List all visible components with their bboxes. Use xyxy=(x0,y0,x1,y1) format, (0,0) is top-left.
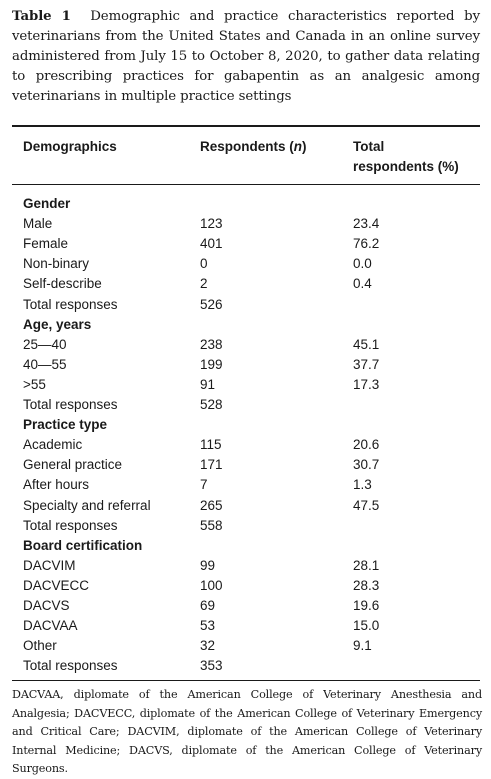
header-respondents-var: n xyxy=(293,139,303,154)
row-label: Other xyxy=(23,638,57,654)
percent-cell: 76.2 xyxy=(353,236,380,252)
header-respondents-suffix: ) xyxy=(302,139,307,154)
section-header-row: Gender xyxy=(0,194,491,214)
table-row: Total responses 558 xyxy=(0,516,491,536)
percent-cell: 15.0 xyxy=(353,618,380,634)
table-row: Self-describe 2 0.4 xyxy=(0,274,491,294)
respondents-cell: 526 xyxy=(200,296,223,312)
row-label: 25—40 xyxy=(23,336,67,352)
row-label: DACVS xyxy=(23,598,70,613)
respondents-cell: 32 xyxy=(200,638,216,654)
respondents-cell: 123 xyxy=(200,216,223,232)
row-label: After hours xyxy=(23,477,90,493)
respondents-cell: 353 xyxy=(200,658,223,674)
respondents-cell: 99 xyxy=(200,557,216,573)
respondents-cell: 100 xyxy=(200,577,223,593)
percent-cell: 30.7 xyxy=(353,457,380,473)
percent-cell: 47.5 xyxy=(353,497,380,513)
table-caption: Table 1 Demographic and practice charact… xyxy=(12,7,480,107)
percent-cell: 19.6 xyxy=(353,598,380,613)
respondents-cell: 53 xyxy=(200,618,216,634)
table-caption-text: Demographic and practice characteristics… xyxy=(12,9,480,104)
respondents-cell: 238 xyxy=(200,336,223,352)
row-label: Self-describe xyxy=(23,276,102,292)
percent-cell: 23.4 xyxy=(353,216,380,232)
respondents-cell: 528 xyxy=(200,397,223,412)
respondents-cell: 69 xyxy=(200,598,216,613)
row-label: Non-binary xyxy=(23,256,90,272)
respondents-cell: 199 xyxy=(200,356,223,372)
percent-cell: 17.3 xyxy=(353,376,380,392)
header-total-respondents: Total respondents (%) xyxy=(353,137,459,177)
table-row: DACVIM 99 28.1 xyxy=(0,556,491,576)
row-label: Male xyxy=(23,216,53,232)
row-label: Total responses xyxy=(23,517,118,533)
row-label: Board certification xyxy=(23,537,143,553)
table-row: DACVS 69 19.6 xyxy=(0,596,491,616)
header-total-line2: respondents (%) xyxy=(353,159,459,174)
table-footnote: DACVAA, diplomate of the American Colleg… xyxy=(12,688,482,775)
table-top-rule xyxy=(12,125,480,127)
row-label: Total responses xyxy=(23,397,118,412)
respondents-cell: 2 xyxy=(200,276,208,292)
percent-cell: 20.6 xyxy=(353,437,380,453)
table-row: Male 123 23.4 xyxy=(0,214,491,234)
row-label: Female xyxy=(23,236,69,252)
header-respondents-prefix: Respondents ( xyxy=(200,139,294,154)
table-row: Academic 115 20.6 xyxy=(0,435,491,455)
table-row: Specialty and referral 265 47.5 xyxy=(0,496,491,516)
row-label: Gender xyxy=(23,196,71,211)
percent-cell: 0.0 xyxy=(353,256,372,272)
respondents-cell: 0 xyxy=(200,256,208,272)
percent-cell: 37.7 xyxy=(353,356,380,372)
row-label: Total responses xyxy=(23,658,118,674)
table-label: Table 1 xyxy=(12,9,71,24)
row-label: General practice xyxy=(23,457,123,473)
row-label: DACVECC xyxy=(23,577,90,593)
table-row: Total responses 353 xyxy=(0,656,491,676)
row-label: >55 xyxy=(23,376,46,392)
table-row: Non-binary 0 0.0 xyxy=(0,254,491,274)
percent-cell: 28.3 xyxy=(353,577,380,593)
table-row: After hours 7 1.3 xyxy=(0,475,491,495)
section-header-row: Board certification xyxy=(0,536,491,556)
section-header-row: Practice type xyxy=(0,415,491,435)
percent-cell: 9.1 xyxy=(353,638,372,654)
header-respondents: Respondents (n) xyxy=(200,137,307,157)
respondents-cell: 91 xyxy=(200,376,216,392)
respondents-cell: 7 xyxy=(200,477,208,493)
table-row: >55 91 17.3 xyxy=(0,375,491,395)
respondents-cell: 115 xyxy=(200,437,222,453)
row-label: Total responses xyxy=(23,296,118,312)
table-row: 40—55 199 37.7 xyxy=(0,355,491,375)
row-label: Age, years xyxy=(23,316,92,332)
respondents-cell: 265 xyxy=(200,497,223,513)
table-row: Female 401 76.2 xyxy=(0,234,491,254)
respondents-cell: 401 xyxy=(200,236,223,252)
header-demographics: Demographics xyxy=(23,139,117,154)
row-label: 40—55 xyxy=(23,356,67,372)
row-label: Academic xyxy=(23,437,83,453)
row-label: Practice type xyxy=(23,417,108,433)
table-row: DACVAA 53 15.0 xyxy=(0,616,491,636)
respondents-cell: 171 xyxy=(200,457,223,473)
respondents-cell: 558 xyxy=(200,517,223,533)
row-label: DACVAA xyxy=(23,618,78,634)
header-rule xyxy=(12,184,480,185)
row-label: DACVIM xyxy=(23,557,76,573)
percent-cell: 0.4 xyxy=(353,276,372,292)
section-header-row: Age, years xyxy=(0,315,491,335)
percent-cell: 45.1 xyxy=(353,336,380,352)
table-row: Total responses 528 xyxy=(0,395,491,415)
percent-cell: 1.3 xyxy=(353,477,372,493)
table-row: General practice 171 30.7 xyxy=(0,455,491,475)
table-row: 25—40 238 45.1 xyxy=(0,335,491,355)
table-row: DACVECC 100 28.3 xyxy=(0,576,491,596)
table-row: Total responses 526 xyxy=(0,295,491,315)
percent-cell: 28.1 xyxy=(353,557,380,573)
table-row: Other 32 9.1 xyxy=(0,636,491,656)
table-bottom-rule xyxy=(12,680,480,681)
header-total-line1: Total xyxy=(353,139,385,154)
row-label: Specialty and referral xyxy=(23,497,151,513)
